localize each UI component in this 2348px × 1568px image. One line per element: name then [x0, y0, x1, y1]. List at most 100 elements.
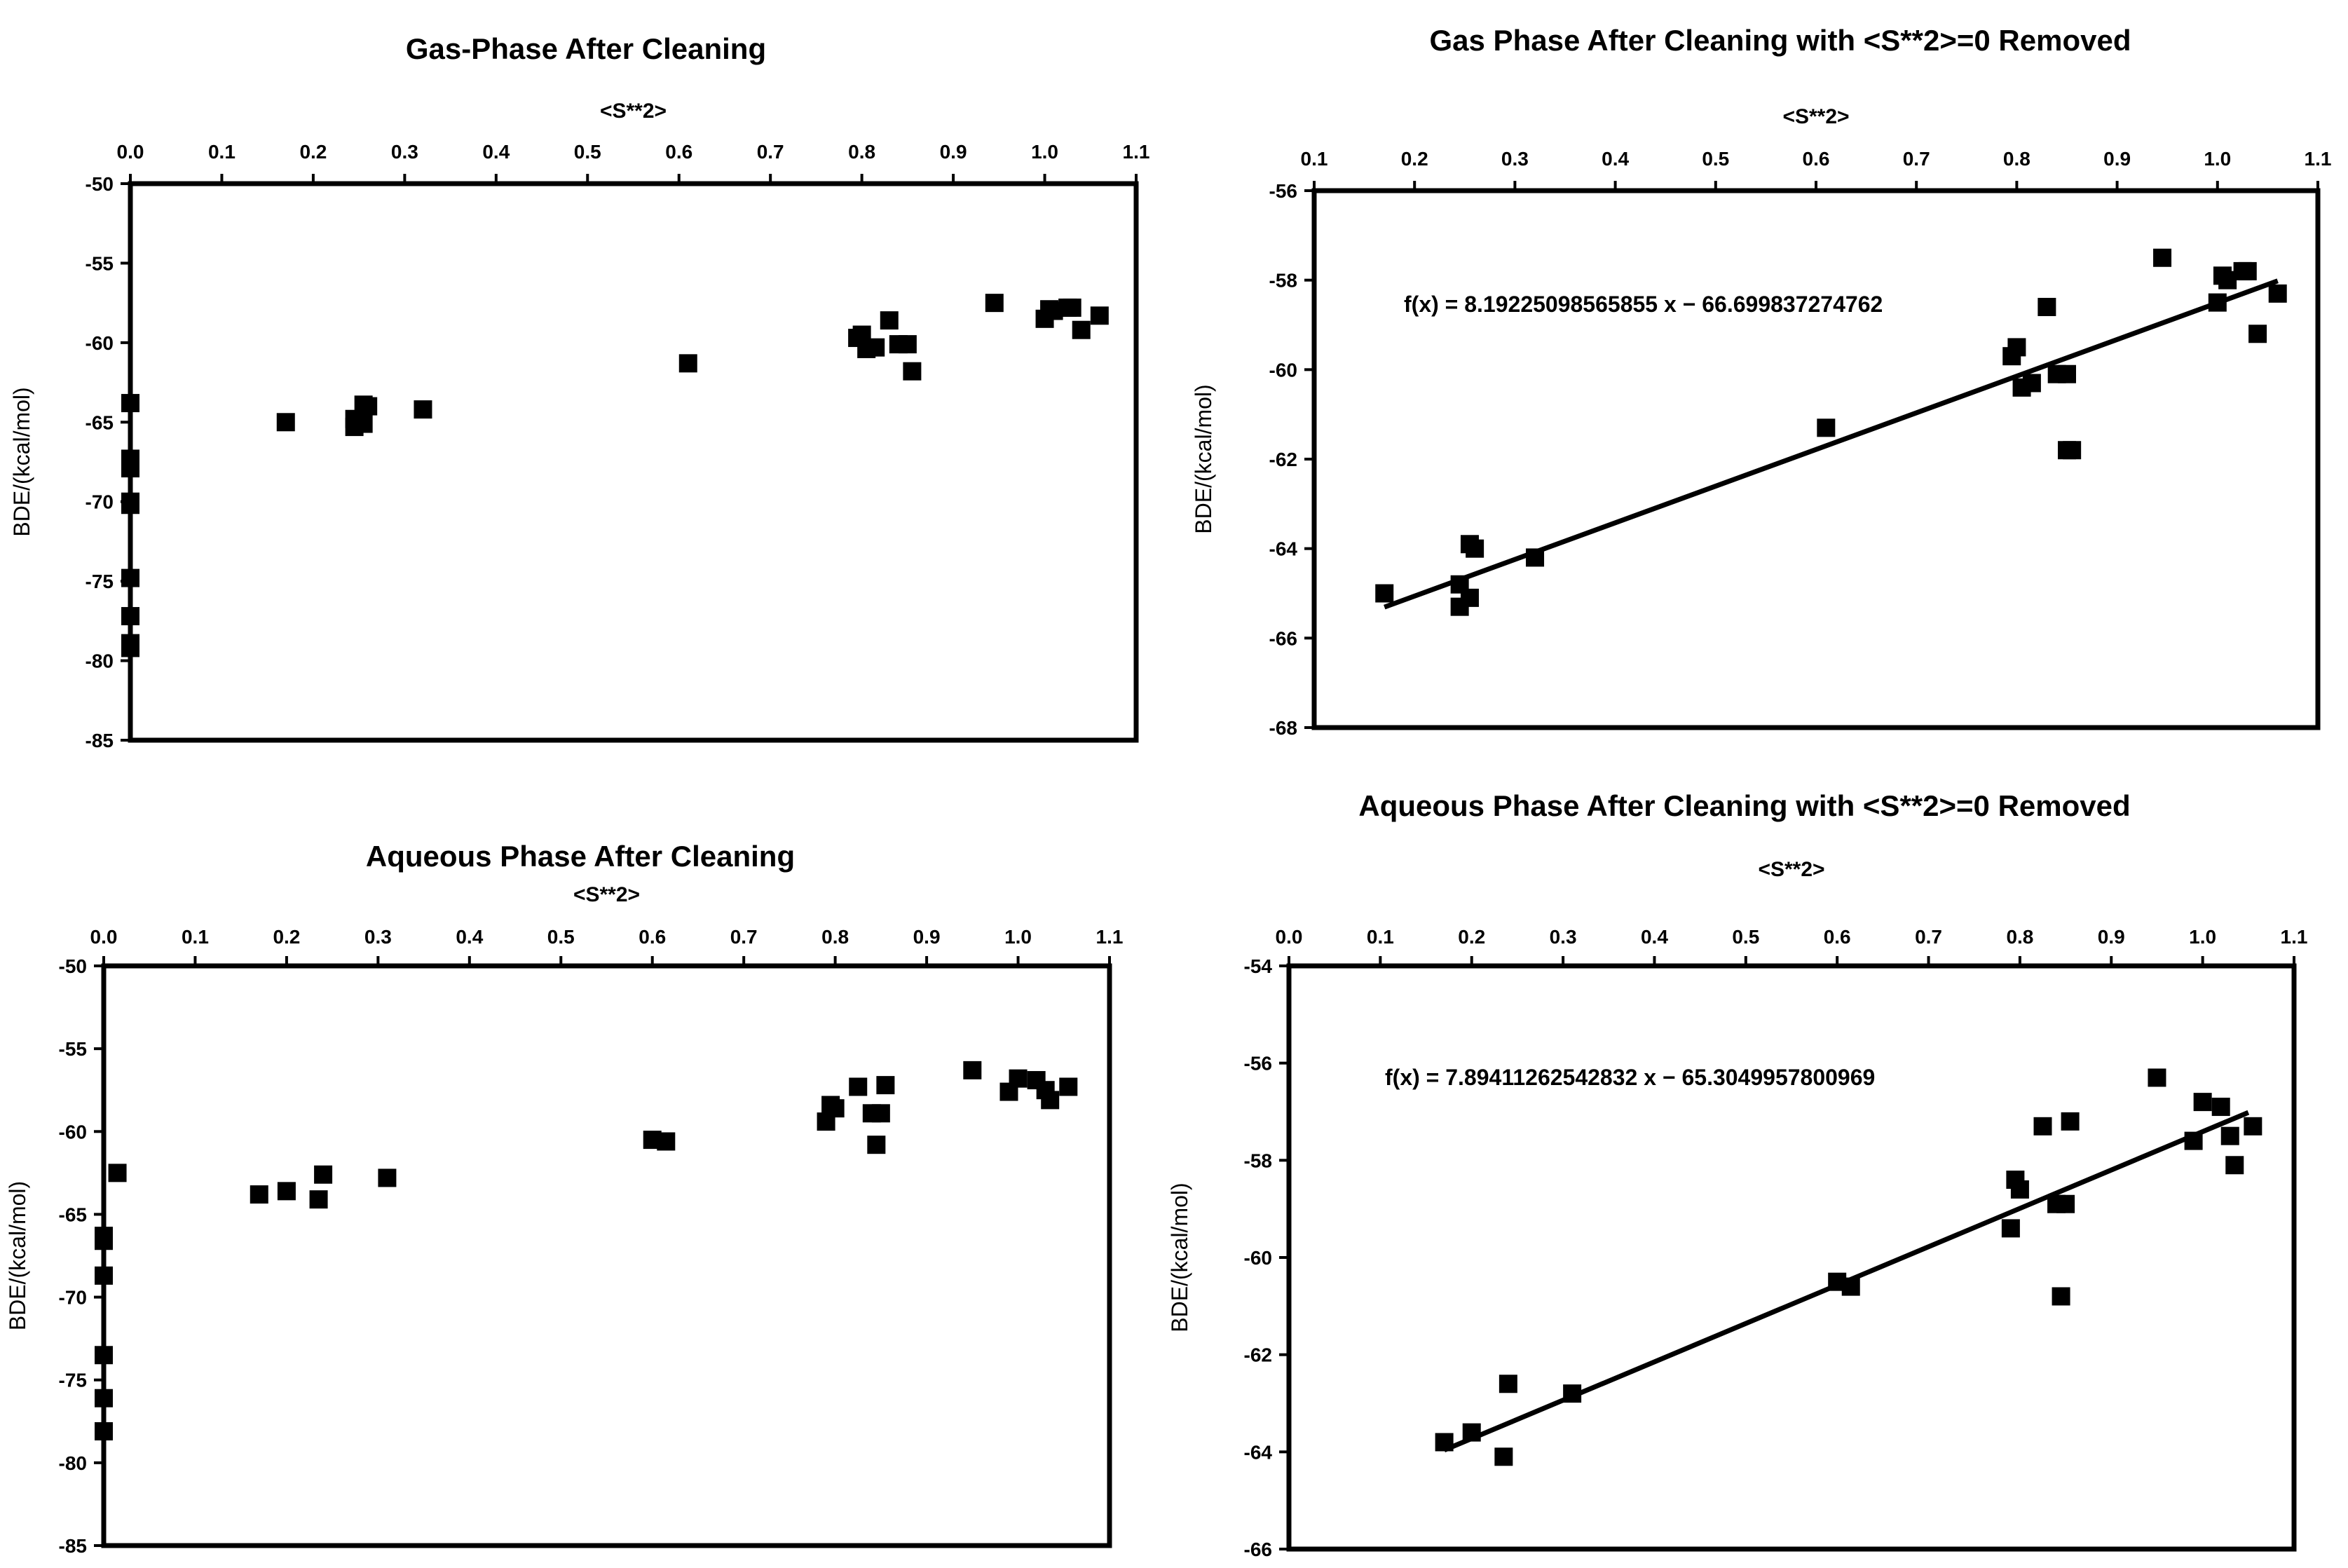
data-point: [1499, 1375, 1517, 1393]
data-point: [985, 294, 1004, 313]
data-point: [1817, 418, 1836, 437]
y-tick-label: -80: [86, 650, 114, 672]
y-tick-label: -68: [1269, 717, 1297, 739]
y-axis-label: BDE/(kcal/mol): [1167, 1182, 1192, 1332]
x-tick-label: 1.0: [1031, 141, 1058, 163]
x-tick-label: 0.6: [1803, 148, 1830, 170]
y-tick-label: -66: [1244, 1539, 1272, 1560]
chart-panel-2: Gas Phase After Cleaning with <S**2>=0 R…: [1191, 24, 2331, 739]
x-tick-label: 0.6: [665, 141, 692, 163]
data-point: [657, 1132, 676, 1151]
data-point: [2225, 1156, 2244, 1175]
x-axis-label: <S**2>: [600, 100, 667, 123]
y-tick-label: -50: [86, 173, 114, 195]
data-point: [880, 311, 899, 330]
data-point: [309, 1190, 328, 1209]
chart-title: Aqueous Phase After Cleaning with <S**2>…: [1358, 789, 2130, 822]
x-tick-label: 0.5: [1702, 148, 1729, 170]
x-tick-label: 0.8: [2006, 926, 2033, 948]
x-tick-label: 0.2: [1458, 926, 1485, 948]
x-tick-label: 0.8: [2003, 148, 2030, 170]
chart-title: Aqueous Phase After Cleaning: [366, 840, 795, 873]
x-tick-label: 0.2: [1401, 148, 1428, 170]
data-point: [2208, 293, 2227, 312]
y-tick-label: -65: [86, 411, 114, 433]
data-point: [95, 1266, 113, 1285]
data-point: [2007, 338, 2026, 357]
data-point: [2056, 1194, 2075, 1213]
data-point: [2268, 284, 2287, 303]
data-point: [2184, 1131, 2203, 1150]
x-tick-label: 0.0: [117, 141, 144, 163]
chart-panel-4: Aqueous Phase After Cleaning with <S**2>…: [1167, 789, 2307, 1560]
data-point: [1090, 306, 1109, 325]
data-point: [849, 1077, 868, 1096]
data-point: [871, 1104, 890, 1123]
x-tick-label: 1.1: [2281, 926, 2308, 948]
y-tick-label: -58: [1244, 1150, 1272, 1171]
data-point: [876, 1076, 895, 1095]
data-point: [2010, 1180, 2029, 1199]
data-point: [2153, 248, 2172, 267]
x-tick-label: 1.1: [1096, 926, 1124, 948]
data-point: [2061, 1112, 2080, 1131]
data-point: [898, 335, 917, 354]
x-tick-label: 1.0: [2189, 926, 2216, 948]
x-tick-label: 0.1: [182, 926, 209, 948]
y-tick-label: -70: [59, 1287, 87, 1309]
y-tick-label: -60: [86, 332, 114, 354]
data-point: [1072, 320, 1091, 339]
y-tick-label: -66: [1269, 627, 1297, 649]
data-point: [2063, 441, 2082, 460]
data-point: [95, 1232, 113, 1250]
y-tick-label: -62: [1244, 1344, 1272, 1366]
x-tick-label: 0.7: [730, 926, 758, 948]
plot-frame: [128, 181, 1139, 743]
data-point: [276, 413, 295, 432]
data-point: [1466, 539, 1484, 558]
y-tick-label: -65: [59, 1204, 87, 1225]
data-point: [903, 362, 922, 381]
data-point: [277, 1182, 296, 1201]
data-point: [2238, 261, 2257, 280]
data-point: [378, 1168, 397, 1187]
y-tick-label: -60: [1269, 359, 1297, 381]
x-tick-label: 1.1: [1123, 141, 1150, 163]
x-tick-label: 0.7: [1915, 926, 1942, 948]
x-tick-label: 0.0: [90, 926, 118, 948]
plot-frame: [101, 963, 1112, 1548]
x-axis-label: <S**2>: [573, 883, 640, 906]
data-point: [1460, 588, 1479, 607]
trendline: [1384, 278, 2279, 610]
data-point: [1563, 1384, 1582, 1403]
x-tick-label: 0.2: [273, 926, 300, 948]
data-point: [121, 496, 139, 514]
regression-equation: f(x) = 8.19225098565855 x − 66.699837274…: [1404, 292, 1883, 317]
x-tick-label: 0.9: [2098, 926, 2125, 948]
data-point: [2033, 1117, 2052, 1136]
chart-panel-3: Aqueous Phase After Cleaning <S**2> BDE/(k…: [5, 840, 1123, 1557]
x-tick-label: 0.5: [574, 141, 601, 163]
y-tick-label: -58: [1269, 270, 1297, 292]
data-point: [678, 354, 697, 373]
data-point: [2038, 297, 2056, 316]
data-point: [1375, 584, 1394, 603]
chart-title: Gas-Phase After Cleaning: [406, 32, 766, 65]
x-tick-label: 0.1: [208, 141, 236, 163]
data-point: [1494, 1447, 1513, 1466]
y-tick-label: -75: [59, 1370, 87, 1391]
y-tick-label: -60: [59, 1121, 87, 1143]
data-point: [121, 459, 139, 478]
x-axis-label: <S**2>: [1782, 105, 1849, 128]
data-point: [1841, 1277, 1860, 1296]
x-tick-label: 0.8: [821, 926, 849, 948]
data-point: [2211, 1098, 2230, 1117]
data-point: [121, 607, 139, 626]
x-tick-label: 0.0: [1276, 926, 1303, 948]
data-point: [2244, 1117, 2262, 1136]
data-point: [1435, 1433, 1454, 1452]
data-point: [250, 1185, 268, 1204]
y-tick-label: -70: [86, 491, 114, 513]
data-point: [95, 1422, 113, 1440]
